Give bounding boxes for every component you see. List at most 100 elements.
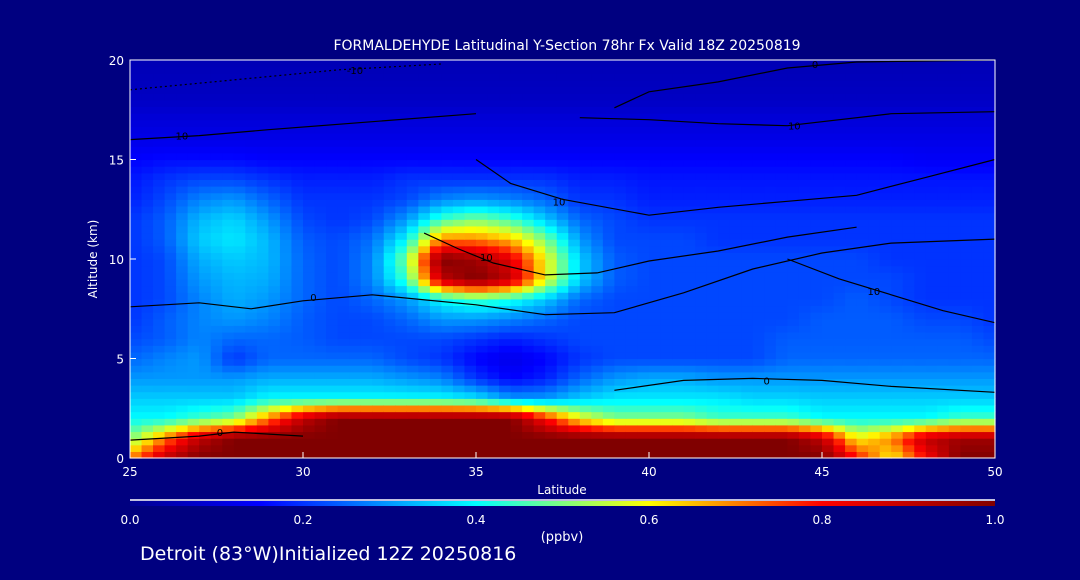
heatmap-cell bbox=[418, 113, 431, 121]
heatmap-cell bbox=[683, 278, 696, 287]
heatmap-cell bbox=[476, 424, 489, 433]
heatmap-cell bbox=[718, 166, 731, 174]
heatmap-cell bbox=[695, 318, 708, 326]
heatmap-cell bbox=[418, 152, 431, 161]
heatmap-cell bbox=[441, 152, 454, 161]
heatmap-cell bbox=[764, 292, 777, 300]
heatmap-cell bbox=[718, 186, 731, 194]
heatmap-cell bbox=[810, 73, 823, 81]
heatmap-cell bbox=[245, 212, 258, 220]
heatmap-cell bbox=[845, 292, 858, 300]
heatmap-cell bbox=[199, 73, 212, 81]
heatmap-cell bbox=[153, 371, 166, 379]
heatmap-cell bbox=[153, 259, 166, 267]
heatmap-cell bbox=[522, 239, 535, 247]
heatmap-cell bbox=[752, 298, 765, 307]
heatmap-cell bbox=[256, 79, 269, 88]
heatmap-cell bbox=[568, 79, 581, 88]
heatmap-cell bbox=[672, 199, 685, 207]
heatmap-cell bbox=[948, 318, 961, 326]
heatmap-cell bbox=[822, 205, 835, 214]
heatmap-cell bbox=[649, 252, 662, 260]
heatmap-cell bbox=[891, 338, 904, 346]
heatmap-cell bbox=[810, 225, 823, 234]
heatmap-cell bbox=[902, 199, 915, 207]
heatmap-cell bbox=[464, 292, 477, 300]
heatmap-cell bbox=[545, 219, 558, 227]
heatmap-cell bbox=[164, 418, 177, 426]
heatmap-cell bbox=[729, 265, 742, 273]
heatmap-cell bbox=[568, 152, 581, 161]
heatmap-cell bbox=[545, 99, 558, 108]
heatmap-cell bbox=[245, 166, 258, 174]
heatmap-cell bbox=[591, 99, 604, 108]
heatmap-cell bbox=[349, 60, 362, 68]
heatmap-cell bbox=[891, 232, 904, 240]
heatmap-cell bbox=[833, 86, 846, 94]
heatmap-cell bbox=[822, 60, 835, 68]
heatmap-cell bbox=[683, 265, 696, 273]
heatmap-cell bbox=[925, 245, 938, 253]
heatmap-cell bbox=[245, 312, 258, 320]
heatmap-cell bbox=[845, 126, 858, 134]
heatmap-cell bbox=[914, 391, 927, 399]
heatmap-cell bbox=[499, 418, 512, 426]
heatmap-cell bbox=[130, 278, 143, 287]
heatmap-cell bbox=[614, 398, 627, 406]
heatmap-cell bbox=[856, 132, 869, 141]
heatmap-cell bbox=[383, 212, 396, 220]
heatmap-cell bbox=[210, 192, 223, 200]
heatmap-cell bbox=[718, 259, 731, 267]
heatmap-cell bbox=[510, 298, 523, 307]
heatmap-cell bbox=[372, 132, 385, 141]
heatmap-cell bbox=[210, 385, 223, 393]
heatmap-cell bbox=[764, 444, 777, 452]
heatmap-cell bbox=[775, 285, 788, 293]
heatmap-cell bbox=[602, 305, 615, 313]
heatmap-cell bbox=[441, 126, 454, 134]
heatmap-cell bbox=[614, 179, 627, 187]
heatmap-cell bbox=[418, 219, 431, 227]
heatmap-cell bbox=[971, 285, 985, 293]
heatmap-cell bbox=[533, 338, 546, 346]
heatmap-cell bbox=[579, 371, 592, 379]
heatmap-cell bbox=[233, 239, 246, 247]
heatmap-cell bbox=[625, 132, 639, 141]
heatmap-cell bbox=[199, 391, 212, 399]
heatmap-cell bbox=[741, 345, 754, 353]
heatmap-cell bbox=[602, 272, 615, 280]
heatmap-cell bbox=[372, 99, 385, 108]
heatmap-cell bbox=[672, 298, 685, 307]
heatmap-cell bbox=[695, 418, 708, 426]
heatmap-cell bbox=[960, 86, 973, 94]
heatmap-cell bbox=[245, 338, 258, 346]
heatmap-cell bbox=[487, 73, 500, 81]
heatmap-cell bbox=[937, 265, 950, 273]
heatmap-cell bbox=[787, 166, 800, 174]
heatmap-cell bbox=[983, 106, 996, 114]
heatmap-cell bbox=[764, 259, 777, 267]
heatmap-cell bbox=[522, 325, 535, 333]
heatmap-cell bbox=[741, 245, 754, 253]
heatmap-cell bbox=[337, 139, 350, 147]
heatmap-cell bbox=[625, 225, 639, 234]
heatmap-cell bbox=[326, 239, 339, 247]
heatmap-cell bbox=[833, 146, 846, 154]
heatmap-cell bbox=[614, 126, 627, 134]
heatmap-cell bbox=[164, 265, 177, 273]
heatmap-cell bbox=[729, 278, 742, 287]
heatmap-cell bbox=[164, 451, 177, 459]
heatmap-cell bbox=[983, 99, 996, 108]
heatmap-cell bbox=[176, 99, 189, 108]
heatmap-cell bbox=[556, 219, 569, 227]
heatmap-cell bbox=[775, 66, 788, 74]
heatmap-cell bbox=[937, 186, 950, 194]
heatmap-cell bbox=[614, 278, 627, 287]
heatmap-cell bbox=[314, 93, 327, 101]
heatmap-cell bbox=[395, 99, 408, 108]
heatmap-cell bbox=[130, 99, 143, 108]
heatmap-cell bbox=[568, 398, 581, 406]
heatmap-cell bbox=[464, 451, 477, 459]
heatmap-cell bbox=[418, 146, 431, 154]
heatmap-cell bbox=[971, 278, 985, 287]
